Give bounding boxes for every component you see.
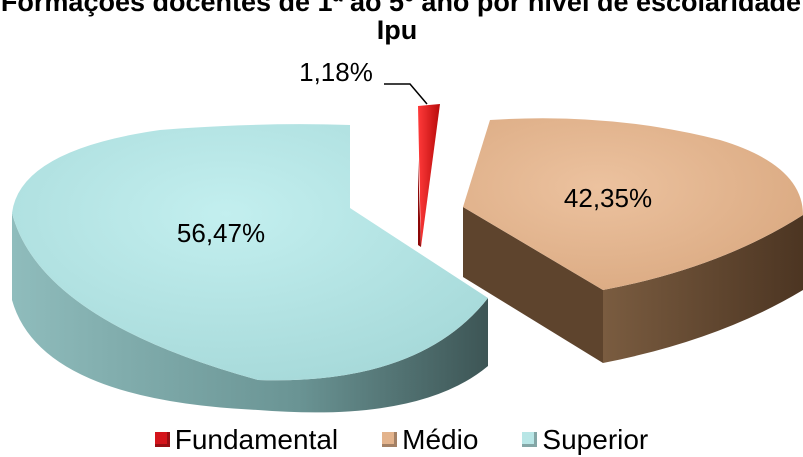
chart-title-line-1: Formações docentes de 1ª ao 5º ano por n… xyxy=(1,0,801,17)
legend-swatch-fundamental xyxy=(154,432,170,447)
data-label-superior: 56,47% xyxy=(177,218,265,248)
pie-slice-medio-side-inner xyxy=(463,207,603,363)
pie-slice-medio-side-front xyxy=(603,215,803,363)
data-label-fundamental: 1,18% xyxy=(299,57,373,87)
fundamental-leader-line xyxy=(384,83,428,105)
data-label-medio: 42,35% xyxy=(564,183,652,213)
legend-label-fundamental: Fundamental xyxy=(174,423,339,455)
pie-slice-fundamental-top xyxy=(418,104,440,247)
pie-slice-superior-top xyxy=(12,124,488,381)
pie-slice-superior-side xyxy=(12,213,488,413)
legend-swatch-medio xyxy=(382,432,398,447)
legend-label-medio: Médio xyxy=(402,423,479,455)
pie-slice-medio-top xyxy=(463,118,803,290)
legend-item-medio: Médio xyxy=(382,423,479,455)
legend-label-superior: Superior xyxy=(542,423,649,455)
legend-item-superior: Superior xyxy=(522,423,649,455)
pie-slice-fundamental-side xyxy=(418,108,421,247)
legend-item-fundamental: Fundamental xyxy=(154,423,339,455)
legend-swatch-superior xyxy=(522,432,538,447)
pie-slice-superior xyxy=(12,124,488,413)
pie-slice-fundamental xyxy=(418,104,440,247)
pie-slice-medio xyxy=(463,118,803,363)
chart-title-line-2: Ipu xyxy=(377,15,418,45)
legend: Fundamental Médio Superior xyxy=(0,422,803,457)
